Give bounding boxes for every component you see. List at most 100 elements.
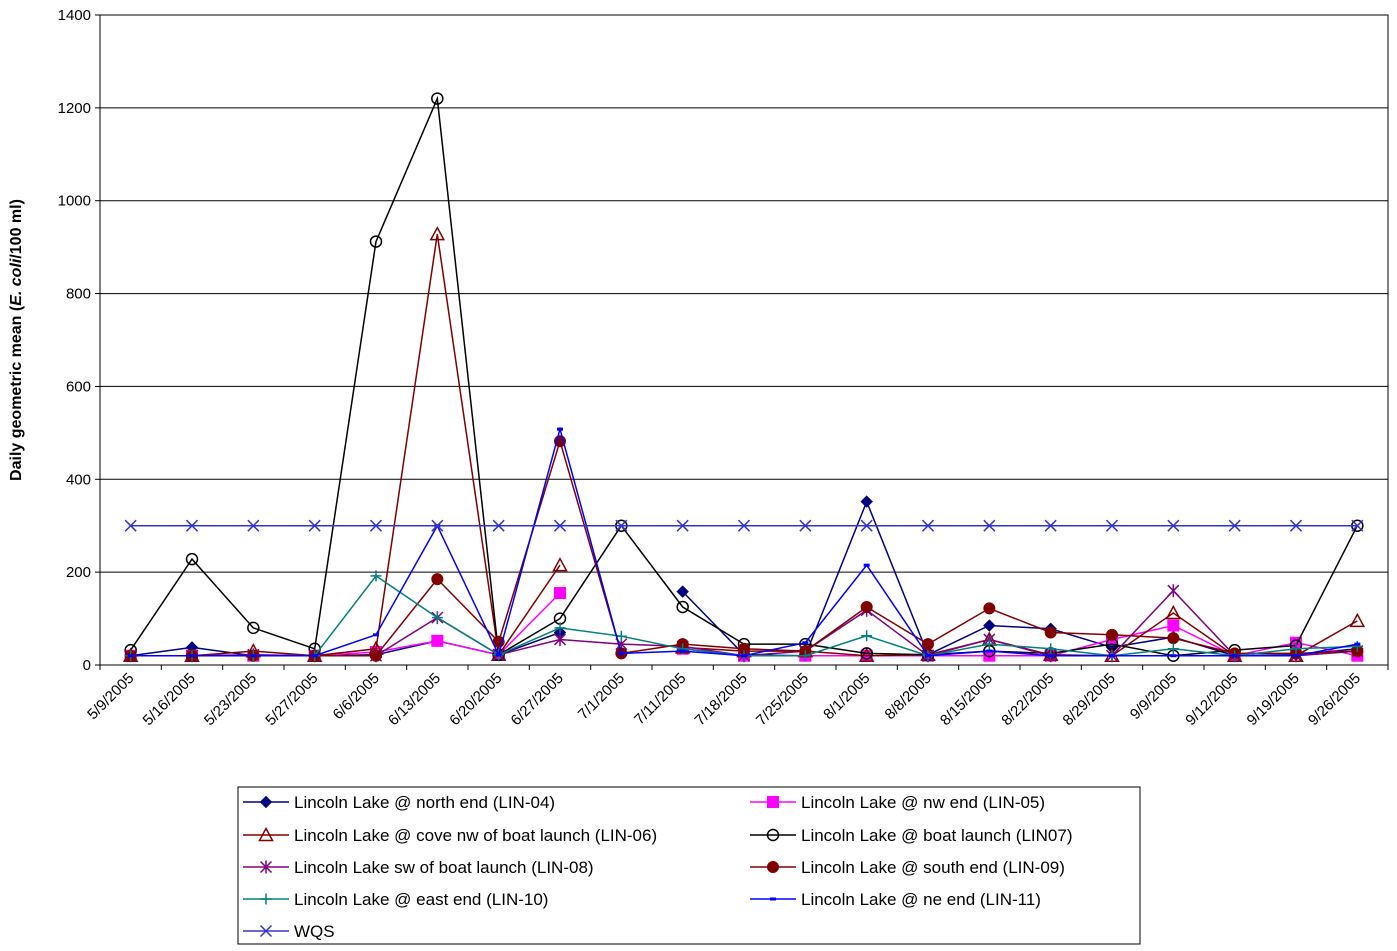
data-point-marker xyxy=(554,587,566,600)
data-point-marker xyxy=(124,519,137,532)
legend-box xyxy=(237,786,1141,945)
plot-area xyxy=(99,14,1389,666)
y-axis-label-part: Daily geometric mean ( xyxy=(8,305,25,481)
x-tick-label: 6/6/2005 xyxy=(330,670,383,723)
data-point-marker xyxy=(258,826,274,842)
data-point-marker xyxy=(679,649,686,653)
legend-label: Lincoln Lake @ nw end (LIN-05) xyxy=(801,793,1045,812)
series-4 xyxy=(124,92,1364,662)
data-point-marker xyxy=(247,621,260,635)
data-point-marker xyxy=(554,622,566,634)
legend-label: Lincoln Lake @ cove nw of boat launch (L… xyxy=(294,826,657,845)
data-point-marker xyxy=(431,573,444,586)
data-point-marker xyxy=(861,630,873,642)
data-point-marker xyxy=(676,585,689,598)
data-point-marker xyxy=(1293,654,1299,658)
data-point-marker xyxy=(1167,632,1180,645)
data-point-marker xyxy=(260,893,272,905)
x-tick-label: 5/9/2005 xyxy=(84,670,137,723)
data-point-marker xyxy=(986,649,993,653)
legend-label: Lincoln Lake @ east end (LIN-10) xyxy=(294,890,548,909)
data-point-marker xyxy=(766,828,780,842)
x-tick-labels: 5/9/2005 5/16/2005 5/23/2005 5/27/2005 6/6/2… xyxy=(84,670,1364,729)
x-tick-label: 6/20/2005 xyxy=(446,670,505,729)
axes xyxy=(95,14,1389,670)
x-tick-label: 5/16/2005 xyxy=(140,670,199,729)
data-point-marker xyxy=(983,602,996,615)
x-tick-label: 6/27/2005 xyxy=(508,670,567,729)
y-axis-label-part: E. coli xyxy=(8,258,25,306)
x-tick-label: 7/1/2005 xyxy=(575,670,628,723)
legend: Lincoln Lake @ north end (LIN-04) Lincoln… xyxy=(237,786,1141,945)
data-point-marker xyxy=(553,519,567,532)
data-point-marker xyxy=(767,796,779,808)
data-point-marker xyxy=(858,647,875,662)
x-tick-label: 8/8/2005 xyxy=(882,670,935,723)
data-point-marker xyxy=(983,638,995,650)
data-point-marker xyxy=(429,226,446,241)
legend-entry: Lincoln Lake @ north end (LIN-04) xyxy=(243,793,555,812)
data-point-marker xyxy=(676,600,689,614)
x-tick-label: 7/11/2005 xyxy=(631,670,689,728)
legend-label: Lincoln Lake @ boat launch (LIN07) xyxy=(801,826,1072,845)
data-point-marker xyxy=(615,519,628,532)
data-point-marker xyxy=(1165,604,1182,620)
data-point-marker xyxy=(492,519,505,532)
data-point-marker xyxy=(373,633,379,637)
legend-label: Lincoln Lake @ north end (LIN-04) xyxy=(294,793,555,812)
x-tick-label: 5/23/2005 xyxy=(201,670,260,729)
data-point-marker xyxy=(770,897,776,901)
data-point-marker xyxy=(311,654,318,658)
data-point-marker xyxy=(1228,519,1241,532)
data-point-marker xyxy=(1109,654,1115,658)
data-point-marker xyxy=(737,519,751,532)
x-tick-label: 9/9/2005 xyxy=(1127,670,1180,723)
data-point-marker xyxy=(308,519,321,532)
data-point-marker xyxy=(1167,619,1180,632)
y-tick-label: 1400 xyxy=(58,7,91,24)
legend-label: WQS xyxy=(294,922,335,941)
legend-label: Lincoln Lake sw of boat launch (LIN-08) xyxy=(294,858,594,877)
data-point-marker xyxy=(1351,519,1364,532)
data-point-marker xyxy=(557,427,563,431)
data-point-marker xyxy=(676,519,689,532)
data-point-marker xyxy=(369,519,383,532)
x-tick-label: 9/12/2005 xyxy=(1182,670,1241,729)
data-point-marker xyxy=(1290,643,1302,655)
data-point-marker xyxy=(1167,643,1179,655)
data-point-marker xyxy=(983,619,996,632)
data-point-marker xyxy=(185,552,199,566)
legend-entry: Lincoln Lake @ east end (LIN-10) xyxy=(243,890,548,909)
legend-entry: WQS xyxy=(243,922,335,941)
data-point-marker xyxy=(1170,654,1177,658)
data-point-marker xyxy=(741,654,747,658)
y-tick-label: 0 xyxy=(83,657,91,674)
x-tick-label: 5/27/2005 xyxy=(262,670,321,729)
data-point-marker xyxy=(370,570,382,582)
series-6 xyxy=(124,435,1364,662)
data-point-marker xyxy=(431,612,443,624)
data-point-marker xyxy=(1047,654,1054,658)
data-point-marker xyxy=(922,638,934,651)
data-point-marker xyxy=(1106,628,1118,641)
data-point-marker xyxy=(860,519,873,532)
x-tick-label: 8/29/2005 xyxy=(1060,670,1119,729)
data-point-marker xyxy=(1167,519,1180,532)
data-point-marker xyxy=(370,649,382,662)
y-axis-label: Daily geometric mean (E. coli/100 ml) xyxy=(8,199,25,481)
data-point-marker xyxy=(863,563,870,567)
data-point-marker xyxy=(1231,654,1238,658)
data-point-marker xyxy=(1044,519,1057,532)
data-point-marker xyxy=(860,600,873,613)
legend-entry: Lincoln Lake @ nw end (LIN-05) xyxy=(750,793,1045,812)
data-point-marker xyxy=(431,519,444,532)
x-tick-label: 9/26/2005 xyxy=(1305,670,1364,729)
x-tick-label: 7/25/2005 xyxy=(753,670,812,729)
data-point-marker xyxy=(1044,626,1057,639)
x-tick-label: 7/18/2005 xyxy=(692,670,751,729)
data-point-marker xyxy=(1045,643,1057,655)
data-point-marker xyxy=(431,634,444,647)
legend-entry: Lincoln Lake @ ne end (LIN-11) xyxy=(750,890,1041,909)
data-point-marker xyxy=(495,653,502,657)
